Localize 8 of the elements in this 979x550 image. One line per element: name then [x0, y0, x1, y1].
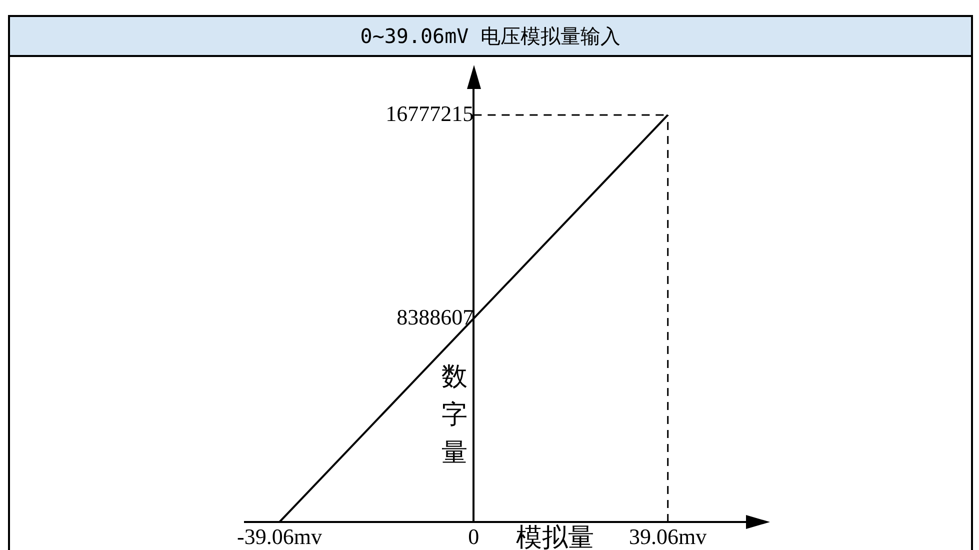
y-tick-label: 8388607: [396, 304, 474, 330]
x-tick-label: -39.06mv: [237, 524, 322, 549]
chart-title: 0~39.06mV 电压模拟量输入: [10, 17, 971, 57]
x-axis-title: 模拟量: [516, 522, 594, 550]
x-tick-label: 39.06mv: [629, 524, 707, 549]
y-tick-label: 16777215: [386, 100, 474, 126]
y-axis-title: 数字量: [442, 362, 468, 468]
x-tick-label: 0: [468, 524, 480, 549]
